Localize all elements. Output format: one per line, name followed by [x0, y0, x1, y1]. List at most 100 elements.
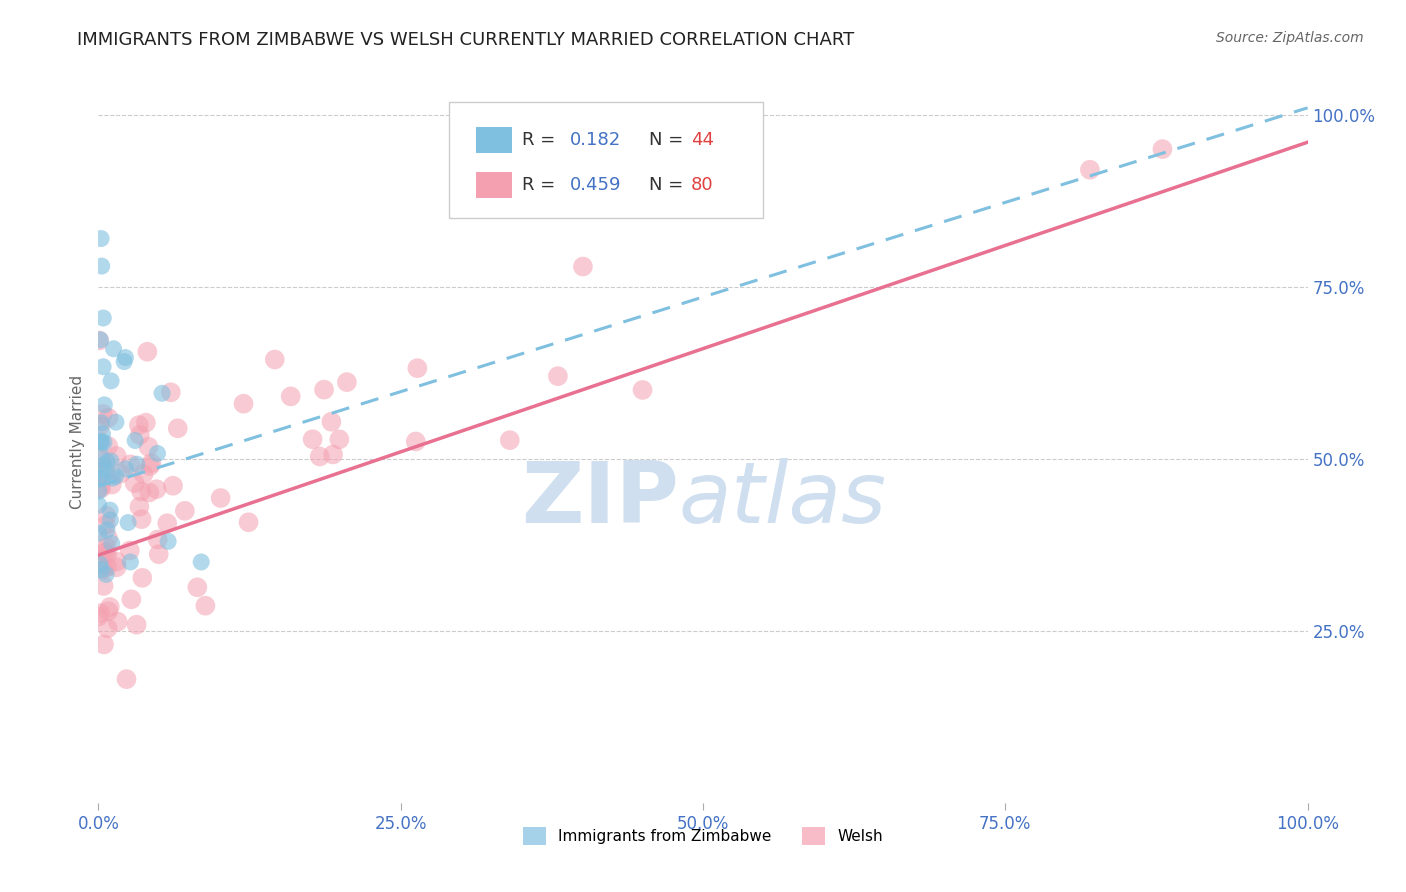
Point	[120, 555, 142, 569]
Point	[321, 415, 343, 429]
Point	[93, 562, 115, 576]
Point	[328, 433, 350, 447]
Point	[105, 449, 128, 463]
Point	[146, 533, 169, 547]
Point	[87, 471, 110, 485]
Point	[124, 434, 146, 448]
Text: IMMIGRANTS FROM ZIMBABWE VS WELSH CURRENTLY MARRIED CORRELATION CHART: IMMIGRANTS FROM ZIMBABWE VS WELSH CURREN…	[77, 31, 855, 49]
Point	[96, 508, 118, 523]
Point	[94, 517, 117, 532]
FancyBboxPatch shape	[475, 172, 512, 198]
Point	[91, 359, 114, 374]
Point	[118, 543, 141, 558]
Point	[232, 397, 254, 411]
Point	[131, 571, 153, 585]
Point	[145, 482, 167, 496]
Point	[124, 476, 146, 491]
Point	[100, 536, 122, 550]
Point	[87, 498, 110, 512]
Point	[135, 416, 157, 430]
Text: 0.182: 0.182	[569, 130, 621, 149]
Point	[90, 452, 112, 467]
Point	[90, 434, 112, 449]
Point	[110, 467, 132, 481]
Text: R =: R =	[522, 176, 561, 194]
Text: atlas: atlas	[679, 458, 887, 541]
Point	[156, 516, 179, 531]
Point	[100, 513, 122, 527]
Point	[139, 458, 162, 473]
Point	[136, 344, 159, 359]
Point	[98, 503, 121, 517]
Point	[105, 555, 128, 569]
Point	[263, 352, 285, 367]
Point	[117, 516, 139, 530]
Point	[90, 259, 112, 273]
Point	[129, 484, 152, 499]
Point	[146, 446, 169, 460]
FancyBboxPatch shape	[475, 127, 512, 153]
Point	[194, 599, 217, 613]
Point	[93, 458, 115, 473]
Point	[96, 455, 118, 469]
Point	[148, 547, 170, 561]
Point	[97, 410, 120, 425]
Point	[128, 418, 150, 433]
Point	[90, 463, 112, 477]
Point	[100, 477, 122, 491]
Point	[89, 606, 111, 620]
Point	[97, 604, 120, 618]
Point	[90, 435, 112, 450]
Point	[94, 545, 117, 559]
Point	[166, 421, 188, 435]
Point	[90, 416, 112, 430]
Point	[238, 515, 260, 529]
Text: 44: 44	[690, 130, 714, 149]
Point	[96, 540, 118, 554]
Point	[89, 557, 111, 571]
Point	[150, 386, 173, 401]
Point	[89, 418, 111, 433]
Point	[1078, 162, 1101, 177]
Point	[91, 471, 114, 485]
Point	[312, 383, 335, 397]
Point	[120, 458, 142, 472]
Point	[131, 512, 153, 526]
Point	[91, 407, 114, 421]
Point	[97, 439, 120, 453]
Point	[114, 351, 136, 365]
Point	[89, 333, 111, 347]
Point	[631, 383, 654, 397]
Point	[94, 567, 117, 582]
Point	[162, 479, 184, 493]
Text: ZIP: ZIP	[522, 458, 679, 541]
Point	[93, 398, 115, 412]
Point	[141, 456, 163, 470]
Point	[87, 546, 110, 560]
Text: N =: N =	[648, 176, 689, 194]
Point	[91, 311, 114, 326]
Point	[93, 435, 115, 450]
Point	[138, 485, 160, 500]
Point	[89, 445, 111, 459]
Point	[97, 531, 120, 545]
Point	[322, 447, 344, 461]
Point	[308, 450, 330, 464]
Point	[128, 428, 150, 442]
Text: R =: R =	[522, 130, 561, 149]
Point	[128, 500, 150, 514]
Point	[101, 471, 124, 485]
Point	[100, 454, 122, 468]
Text: 80: 80	[690, 176, 713, 194]
Point	[104, 415, 127, 429]
Point	[112, 354, 135, 368]
Point	[89, 334, 111, 348]
Point	[96, 523, 118, 537]
Point	[499, 433, 522, 447]
Point	[90, 481, 112, 495]
Legend: Immigrants from Zimbabwe, Welsh: Immigrants from Zimbabwe, Welsh	[516, 819, 890, 853]
Text: 0.459: 0.459	[569, 176, 621, 194]
Point	[405, 434, 427, 449]
Point	[125, 617, 148, 632]
Point	[114, 462, 136, 476]
